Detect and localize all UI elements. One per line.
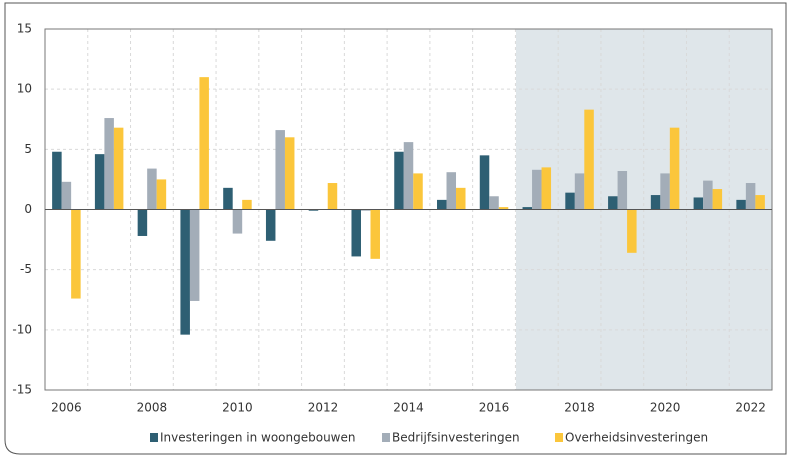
bar [113, 127, 124, 210]
bar [489, 196, 499, 210]
bar [532, 169, 542, 210]
y-tick-label: 5 [24, 142, 32, 156]
y-tick-label: 10 [17, 82, 32, 96]
bar [584, 109, 594, 210]
frame [4, 2, 787, 455]
bar [437, 199, 447, 210]
y-tick-label: 15 [17, 22, 32, 36]
bar [608, 196, 618, 210]
y-tick-label: 0 [24, 202, 32, 216]
bar [617, 170, 628, 210]
x-tick-label: 2014 [393, 401, 424, 415]
bar [456, 187, 466, 210]
x-tick-label: 2008 [137, 401, 168, 415]
bar [712, 189, 723, 210]
y-tick-label: -5 [20, 262, 32, 276]
bar [242, 199, 252, 210]
bar [156, 179, 167, 210]
bar [232, 209, 243, 234]
bar [703, 180, 713, 210]
bar [223, 187, 233, 210]
x-tick-label: 2022 [735, 401, 766, 415]
bar [755, 195, 765, 210]
bar [574, 173, 585, 210]
legend-swatch [555, 433, 563, 442]
bar [565, 192, 575, 210]
bar [446, 172, 457, 210]
bar [351, 209, 361, 257]
legend-swatch [150, 433, 158, 442]
x-tick-label: 2018 [564, 401, 595, 415]
bar [52, 151, 62, 210]
x-tick-label: 2012 [308, 401, 339, 415]
bar [413, 173, 423, 210]
bar [137, 209, 148, 236]
bar [147, 168, 157, 210]
legend-swatch [382, 433, 390, 442]
bar [693, 197, 704, 210]
y-tick-label: -15 [12, 383, 32, 397]
bar [403, 142, 414, 210]
x-tick-label: 2020 [650, 401, 681, 415]
bar [180, 209, 190, 335]
bar [360, 209, 371, 211]
bar [479, 155, 490, 210]
bar [660, 173, 670, 210]
bar [275, 130, 285, 210]
x-tick-label: 2016 [479, 401, 510, 415]
bar [541, 167, 552, 210]
bar [265, 209, 276, 241]
bar [189, 209, 200, 301]
bar [104, 118, 114, 210]
bar [498, 207, 509, 210]
bar [199, 77, 209, 210]
bar [94, 154, 105, 210]
bar [327, 183, 338, 210]
bar [745, 183, 756, 210]
bar [308, 209, 319, 211]
bar [669, 127, 680, 210]
bar [736, 199, 746, 210]
bar [71, 209, 81, 299]
legend-label: Investeringen in woongebouwen [160, 431, 356, 445]
y-tick-label: -10 [12, 322, 32, 336]
x-tick-label: 2010 [222, 401, 253, 415]
legend-label: Bedrijfsinvesteringen [392, 431, 520, 445]
x-tick-label: 2006 [51, 401, 82, 415]
legend-label: Overheidsinvesteringen [565, 431, 708, 445]
bar [284, 137, 295, 210]
bar [61, 181, 72, 210]
bar [394, 151, 404, 210]
bar [370, 209, 380, 259]
bar [522, 207, 533, 210]
bar [627, 209, 637, 253]
bar [650, 195, 661, 210]
